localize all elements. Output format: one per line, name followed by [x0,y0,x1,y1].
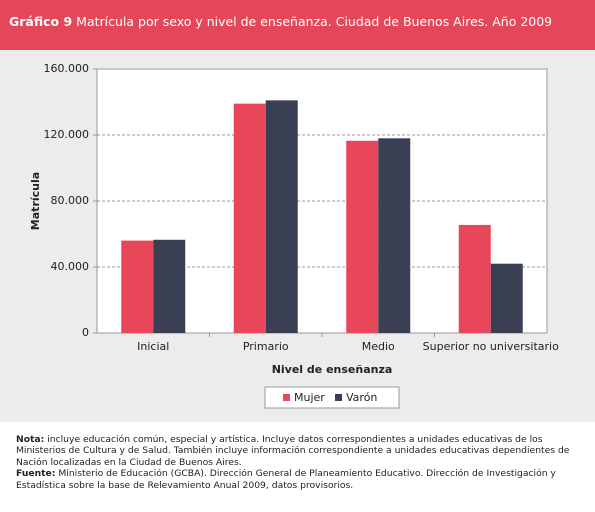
bar [265,100,298,333]
chart-area: Matrícula Nivel de enseñanza 0 40.000 80.0… [0,50,595,422]
source: Fuente: Ministerio de Educación (GCBA). … [16,468,584,491]
y-axis-label: Matrícula [29,172,42,230]
bar [153,239,186,333]
bar [233,103,266,334]
source-label: Fuente: [16,468,56,480]
bar [458,224,491,333]
y-tick-label: 160.000 [44,62,90,75]
legend-swatch [335,394,342,401]
bar [346,140,379,333]
title-label: Gráfico 9 [9,14,73,29]
source-text: Ministerio de Educación (GCBA). Direcció… [16,468,556,491]
legend-swatch [283,394,290,401]
y-tick-label: 0 [82,326,89,339]
legend [264,386,400,409]
x-tick-label: Medio [362,340,395,353]
note-text: incluye educación común, especial y artí… [16,434,570,468]
header: Gráfico 9 Matrícula por sexo y nivel de … [0,0,595,50]
notes: Nota: incluye educación común, especial … [16,434,584,491]
legend-label: Varón [346,391,377,404]
chart: Matrícula Nivel de enseñanza 0 40.000 80.0… [29,62,559,409]
chart-title: Matrícula por sexo y nivel de enseñanza.… [76,14,553,29]
bar [378,138,411,333]
y-tick-label: 40.000 [51,260,90,273]
x-tick-label: Primario [243,340,289,353]
x-axis-label: Nivel de enseñanza [272,363,393,376]
y-tick-label: 120.000 [44,128,90,141]
bar [490,263,523,333]
x-tick-label: Inicial [137,340,169,353]
bar [121,240,154,333]
note-label: Nota: [16,434,45,445]
y-tick-label: 80.000 [51,194,90,207]
note: Nota: incluye educación común, especial … [16,434,584,468]
x-tick-label: Superior no universitario [423,340,559,353]
legend-label: Mujer [294,391,325,404]
